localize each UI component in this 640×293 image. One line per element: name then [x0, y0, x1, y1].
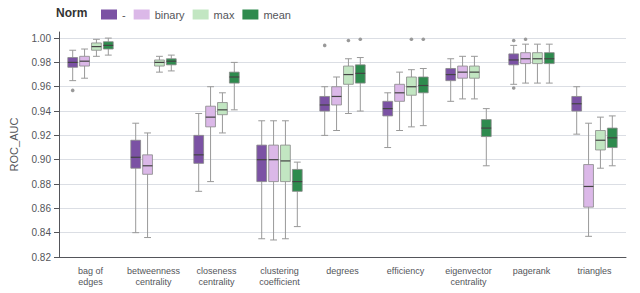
- svg-text:0.98: 0.98: [32, 57, 52, 68]
- svg-text:centrality: centrality: [450, 277, 487, 287]
- svg-text:eigenvector: eigenvector: [445, 266, 492, 276]
- svg-text:0.94: 0.94: [32, 106, 52, 117]
- svg-text:0.90: 0.90: [32, 154, 52, 165]
- svg-text:degrees: degrees: [326, 266, 359, 276]
- svg-text:ROC_AUC: ROC_AUC: [8, 118, 20, 172]
- svg-text:pagerank: pagerank: [513, 266, 551, 276]
- svg-text:0.96: 0.96: [32, 81, 52, 92]
- svg-text:0.88: 0.88: [32, 179, 52, 190]
- svg-text:clustering: clustering: [260, 266, 299, 276]
- svg-text:Norm: Norm: [56, 6, 87, 20]
- svg-text:coefficient: coefficient: [259, 277, 300, 287]
- svg-text:max: max: [214, 9, 235, 21]
- svg-text:mean: mean: [263, 9, 291, 21]
- svg-text:closeness: closeness: [196, 266, 237, 276]
- svg-text:binary: binary: [155, 9, 185, 21]
- svg-text:1.00: 1.00: [32, 33, 52, 44]
- svg-text:centrality: centrality: [198, 277, 235, 287]
- svg-text:0.84: 0.84: [32, 227, 52, 238]
- svg-text:bag of: bag of: [78, 266, 104, 276]
- svg-text:0.86: 0.86: [32, 203, 52, 214]
- svg-text:triangles: triangles: [577, 266, 612, 276]
- svg-text:edges: edges: [78, 277, 103, 287]
- svg-text:0.92: 0.92: [32, 130, 52, 141]
- svg-text:-: -: [122, 9, 126, 21]
- svg-text:centrality: centrality: [135, 277, 172, 287]
- svg-text:efficiency: efficiency: [387, 266, 425, 276]
- svg-text:betweenness: betweenness: [127, 266, 181, 276]
- svg-text:0.82: 0.82: [32, 252, 52, 263]
